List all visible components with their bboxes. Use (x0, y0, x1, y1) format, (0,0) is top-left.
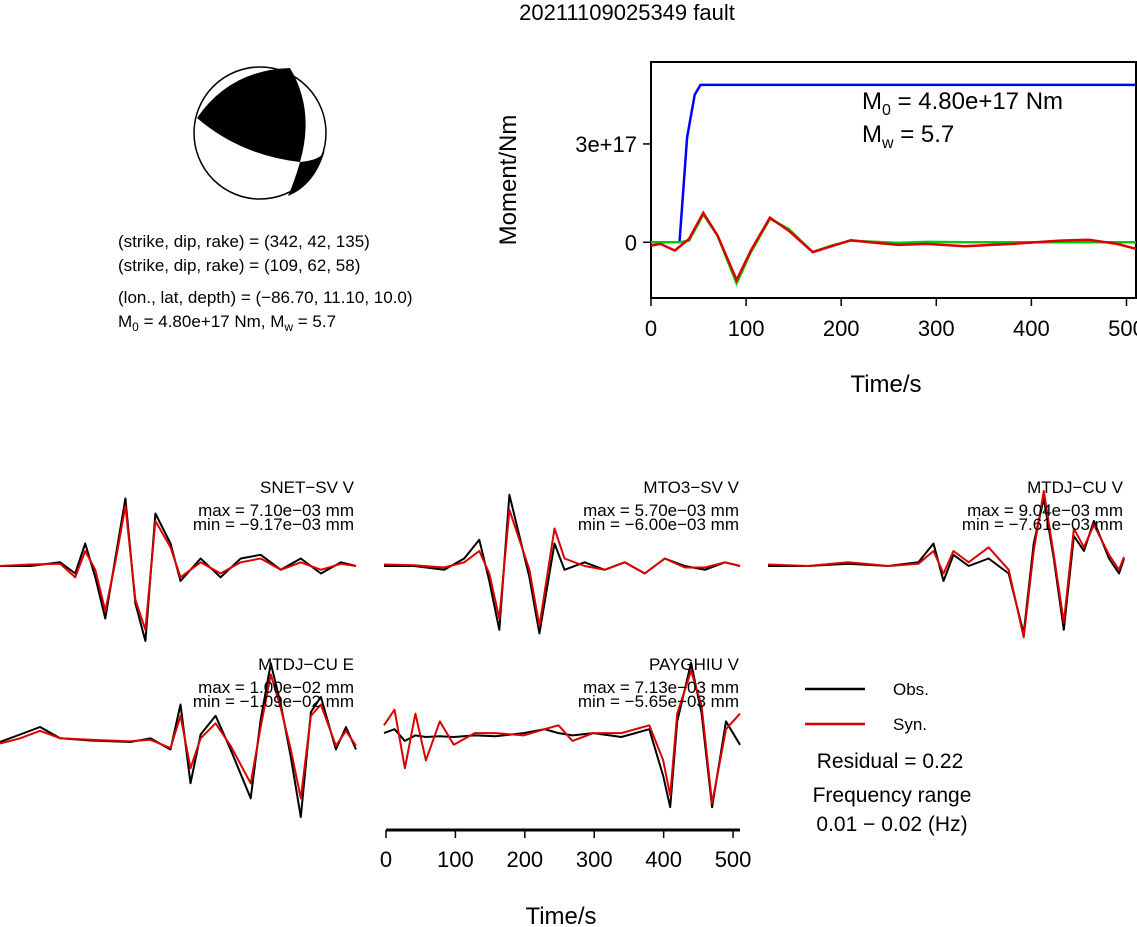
frequency-label: Frequency range (813, 784, 972, 807)
station-max-3: max = 1.00e−02 mm (198, 678, 354, 697)
legend: Obs. Syn. (805, 680, 929, 734)
station-min-1: min = −6.00e−03 mm (578, 515, 739, 534)
moment-ytick-label-1: 3e+17 (575, 132, 637, 157)
moment-ytick-label-0: 0 (625, 230, 637, 255)
legend-obs-label: Obs. (893, 680, 929, 699)
moment-plot-frame (650, 61, 1137, 299)
legend-syn-label: Syn. (893, 715, 927, 734)
station-name-1: MTO3−SV V (643, 478, 739, 497)
residual: Residual = 0.22 (817, 750, 964, 773)
mechanism-line-3: (lon., lat, depth) = (−86.70, 11.10, 10.… (118, 288, 413, 307)
station-min-0: min = −9.17e−03 mm (193, 515, 354, 534)
beachball-compression-quadrant-small (288, 150, 325, 196)
moment-x-ticks: 0 100 200 300 400 500 (645, 298, 1137, 341)
moment-ylabel: Moment/Nm (495, 115, 522, 246)
beachball (193, 66, 327, 200)
mechanism-line-4: M0 = 4.80e+17 Nm, Mw = 5.7 (118, 312, 336, 334)
waveform-xtick-label-5: 500 (715, 847, 752, 872)
moment-xtick-label-1: 100 (728, 316, 765, 341)
waveform-x-axis: 0 100 200 300 400 500 (380, 828, 752, 872)
station-name-3: MTDJ−CU E (258, 655, 354, 674)
mechanism-line-2: (strike, dip, rake) = (109, 62, 58) (118, 256, 360, 275)
station-min-4: min = −5.65e−03 mm (578, 692, 739, 711)
waveform-xtick-label-3: 300 (576, 847, 613, 872)
beachball-compression-quadrant (197, 68, 306, 162)
station-syn-trace-4 (383, 669, 741, 805)
waveform-xtick-label-4: 400 (645, 847, 682, 872)
figure-title: 20211109025349 fault (519, 0, 735, 25)
mechanism-line-1: (strike, dip, rake) = (342, 42, 135) (118, 232, 370, 251)
station-syn-trace-0 (0, 505, 357, 631)
waveform-xtick-label-1: 100 (437, 847, 474, 872)
moment-series-group (650, 83, 1137, 287)
waveform-xtick-label-0: 0 (380, 847, 392, 872)
station-name-4: PAYGHIU V (649, 655, 740, 674)
frequency-value: 0.01 − 0.02 (Hz) (816, 813, 967, 836)
station-name-2: MTDJ−CU V (1027, 478, 1124, 497)
waveform-xlabel: Time/s (525, 903, 596, 927)
station-syn-trace-2 (767, 490, 1125, 639)
moment-annotation-mw: Mw = 5.7 (862, 121, 954, 152)
station-max-2: max = 9.04e−03 mm (967, 501, 1123, 520)
moment-xtick-label-4: 400 (1013, 316, 1050, 341)
moment-series-2 (650, 210, 1137, 284)
station-syn-trace-3 (0, 673, 357, 800)
moment-xlabel: Time/s (850, 371, 921, 398)
station-syn-trace-1 (383, 508, 741, 627)
moment-xtick-label-0: 0 (645, 316, 657, 341)
moment-xtick-label-3: 300 (918, 316, 955, 341)
moment-plot: 0 100 200 300 400 500 0 3e+17 Moment/Nm Time/s… (495, 61, 1137, 398)
moment-y-ticks: 0 3e+17 (575, 132, 1137, 255)
station-max-1: max = 5.70e−03 mm (583, 501, 739, 520)
moment-annotation-m0: M0 = 4.80e+17 Nm (862, 88, 1063, 119)
waveform-xtick-label-2: 200 (506, 847, 543, 872)
moment-xtick-label-2: 200 (823, 316, 860, 341)
station-obs-trace-0 (0, 497, 357, 642)
station-min-3: min = −1.09e−02 mm (193, 692, 354, 711)
station-min-2: min = −7.61e−03 mm (962, 515, 1123, 534)
moment-xtick-label-5: 500 (1108, 316, 1137, 341)
station-max-0: max = 7.10e−03 mm (198, 501, 354, 520)
mechanism-text: (strike, dip, rake) = (342, 42, 135) (st… (118, 232, 413, 334)
station-name-0: SNET−SV V (260, 478, 355, 497)
station-max-4: max = 7.13e−03 mm (583, 678, 739, 697)
